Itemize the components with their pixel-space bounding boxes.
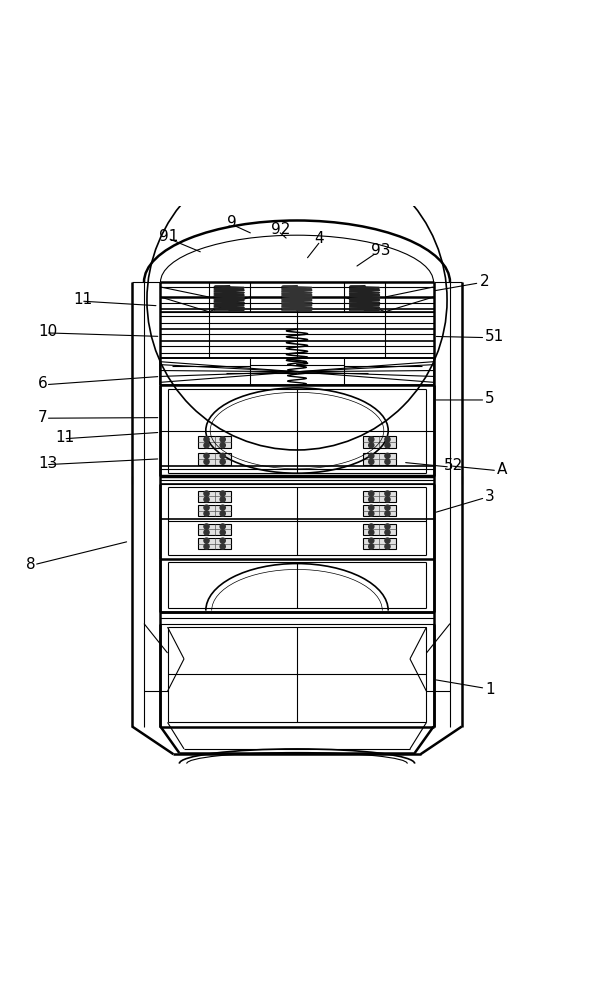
FancyBboxPatch shape	[363, 453, 396, 465]
FancyBboxPatch shape	[363, 436, 396, 448]
FancyBboxPatch shape	[198, 505, 231, 516]
Text: 92: 92	[270, 222, 290, 237]
Circle shape	[204, 443, 209, 448]
Circle shape	[220, 437, 225, 442]
Circle shape	[385, 511, 390, 516]
Text: 52: 52	[444, 458, 463, 473]
Circle shape	[220, 443, 225, 448]
Circle shape	[385, 459, 390, 464]
Circle shape	[385, 524, 390, 529]
Text: 51: 51	[485, 329, 504, 344]
Text: 13: 13	[38, 456, 58, 471]
Circle shape	[220, 538, 225, 543]
Circle shape	[204, 459, 209, 464]
Text: 2: 2	[479, 274, 489, 289]
Circle shape	[204, 511, 209, 516]
FancyBboxPatch shape	[363, 538, 396, 549]
Circle shape	[220, 497, 225, 502]
Circle shape	[220, 511, 225, 516]
Circle shape	[220, 524, 225, 529]
Circle shape	[385, 453, 390, 458]
Text: 10: 10	[38, 324, 58, 339]
Text: 93: 93	[371, 243, 390, 258]
Circle shape	[204, 491, 209, 496]
Circle shape	[204, 453, 209, 458]
Circle shape	[385, 491, 390, 496]
FancyBboxPatch shape	[198, 538, 231, 549]
Text: 3: 3	[485, 489, 495, 504]
Circle shape	[204, 538, 209, 543]
Circle shape	[204, 544, 209, 549]
FancyBboxPatch shape	[198, 436, 231, 448]
Text: 91: 91	[159, 229, 178, 244]
Circle shape	[385, 497, 390, 502]
Circle shape	[369, 505, 374, 510]
Circle shape	[385, 530, 390, 535]
Circle shape	[220, 459, 225, 464]
Circle shape	[220, 505, 225, 510]
Circle shape	[220, 491, 225, 496]
FancyBboxPatch shape	[363, 505, 396, 516]
Text: 7: 7	[38, 410, 48, 425]
FancyBboxPatch shape	[363, 524, 396, 535]
Text: 11: 11	[56, 430, 75, 445]
Text: 5: 5	[485, 391, 495, 406]
Text: 9: 9	[228, 215, 237, 230]
Circle shape	[369, 443, 374, 448]
Circle shape	[369, 453, 374, 458]
FancyBboxPatch shape	[363, 491, 396, 502]
Circle shape	[204, 505, 209, 510]
Circle shape	[369, 544, 374, 549]
Circle shape	[385, 505, 390, 510]
Circle shape	[385, 538, 390, 543]
Text: 4: 4	[315, 231, 324, 246]
Circle shape	[204, 524, 209, 529]
Circle shape	[369, 491, 374, 496]
Circle shape	[385, 544, 390, 549]
Circle shape	[369, 530, 374, 535]
Circle shape	[220, 530, 225, 535]
Circle shape	[204, 437, 209, 442]
FancyBboxPatch shape	[198, 453, 231, 465]
Circle shape	[369, 497, 374, 502]
Circle shape	[369, 511, 374, 516]
Circle shape	[220, 453, 225, 458]
Circle shape	[385, 443, 390, 448]
FancyBboxPatch shape	[198, 491, 231, 502]
Circle shape	[204, 497, 209, 502]
Circle shape	[369, 524, 374, 529]
Circle shape	[385, 437, 390, 442]
Text: A: A	[497, 462, 507, 477]
Circle shape	[369, 538, 374, 543]
Text: 8: 8	[26, 557, 36, 572]
Circle shape	[369, 437, 374, 442]
Circle shape	[369, 459, 374, 464]
Circle shape	[204, 530, 209, 535]
Text: 6: 6	[38, 376, 48, 391]
Circle shape	[220, 544, 225, 549]
Text: 11: 11	[74, 292, 93, 307]
FancyBboxPatch shape	[198, 524, 231, 535]
Text: 1: 1	[485, 682, 495, 697]
